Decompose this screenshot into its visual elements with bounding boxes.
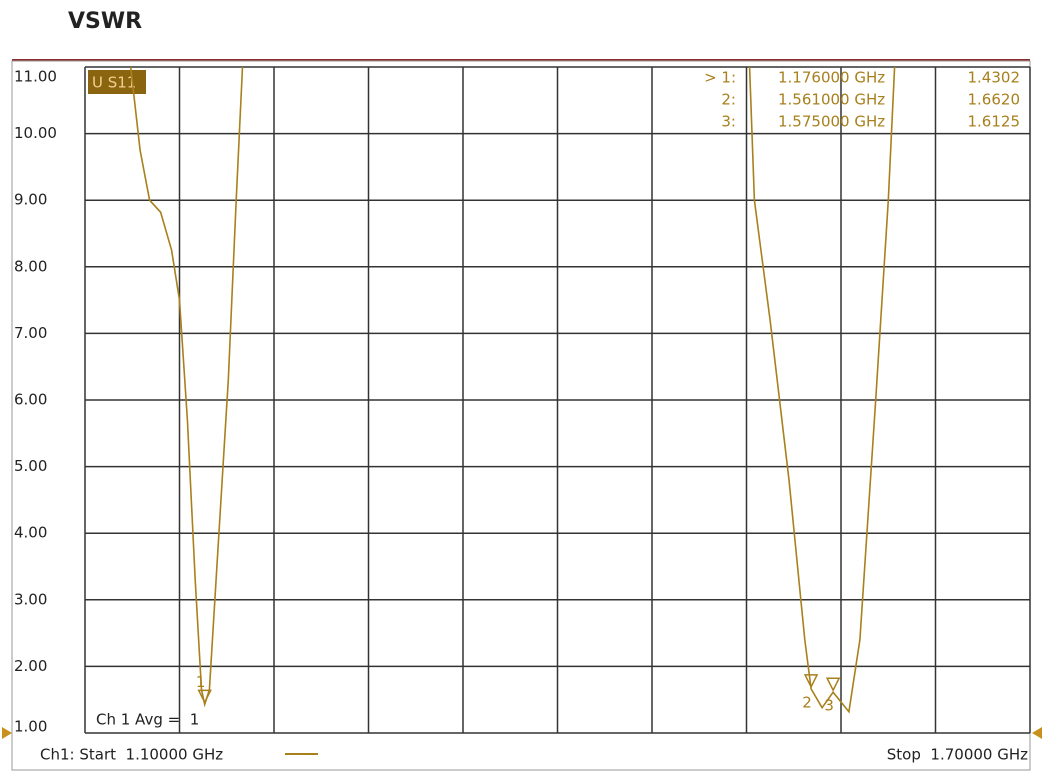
y-tick-label: 9.00 (14, 191, 47, 209)
trace-line (129, 66, 896, 714)
marker-id: 2 (802, 693, 812, 711)
y-tick-label: 3.00 (14, 590, 47, 608)
y-tick-label: 11.00 (14, 68, 57, 86)
marker-freq: 1.561000 GHz (778, 91, 885, 109)
marker-id: 1 (196, 673, 206, 691)
avg-label: Ch 1 Avg = 1 (96, 711, 199, 729)
start-label: Ch1: Start 1.10000 GHz (40, 746, 223, 764)
frame (11, 60, 1031, 771)
y-tick-label: 4.00 (14, 524, 47, 542)
y-tick-label: 10.00 (14, 124, 57, 142)
marker-prefix: 3: (721, 113, 736, 131)
y-tick-label: 6.00 (14, 391, 47, 409)
stop-label: Stop 1.70000 GHz (887, 746, 1028, 764)
marker-triangle (197, 689, 212, 705)
marker-triangle (803, 674, 819, 689)
marker-value: 1.6125 (968, 113, 1021, 131)
ref-arrow-left (2, 727, 12, 739)
marker-freq: 1.176000 GHz (778, 69, 885, 87)
ref-arrow-right (1032, 727, 1042, 739)
marker-value: 1.6620 (968, 91, 1021, 109)
trace-label-box (88, 70, 146, 94)
y-tick-label: 1.00 (14, 718, 47, 736)
chart-title: VSWR (68, 9, 142, 34)
marker-freq: 1.575000 GHz (778, 113, 885, 131)
y-tick-label: 5.00 (14, 457, 47, 475)
marker-prefix: > 1: (704, 69, 736, 87)
trace-label: U S11 (92, 74, 136, 92)
marker-value: 1.4302 (968, 69, 1021, 87)
y-tick-label: 7.00 (14, 324, 47, 342)
marker-triangle (825, 677, 841, 692)
y-tick-label: 2.00 (14, 657, 47, 675)
marker-id: 3 (824, 697, 834, 715)
y-tick-label: 8.00 (14, 257, 47, 275)
marker-prefix: 2: (721, 91, 736, 109)
